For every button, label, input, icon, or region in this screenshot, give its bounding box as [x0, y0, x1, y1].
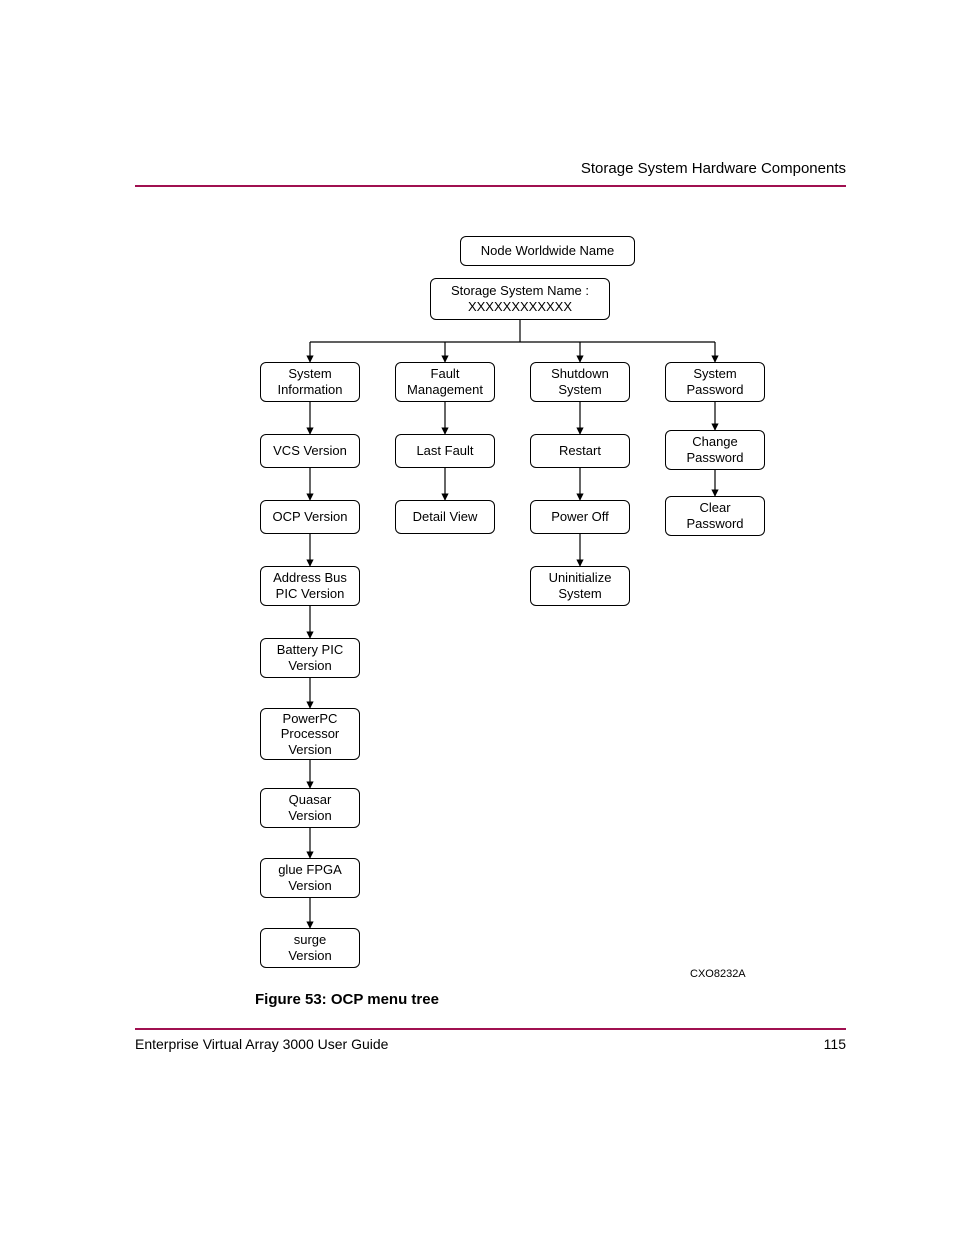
tree-node-detail: Detail View: [395, 500, 495, 534]
tree-node-fault: FaultManagement: [395, 362, 495, 402]
tree-node-surge: surgeVersion: [260, 928, 360, 968]
tree-node-restart: Restart: [530, 434, 630, 468]
tree-node-ppc: PowerPCProcessorVersion: [260, 708, 360, 760]
tree-node-clrpw: ClearPassword: [665, 496, 765, 536]
tree-node-ocp: OCP Version: [260, 500, 360, 534]
tree-node-battpic: Battery PICVersion: [260, 638, 360, 678]
tree-node-chgpw: ChangePassword: [665, 430, 765, 470]
section-title: Storage System Hardware Components: [135, 160, 846, 177]
tree-node-shutdown: ShutdownSystem: [530, 362, 630, 402]
tree-node-gluefpga: glue FPGAVersion: [260, 858, 360, 898]
footer-rule: [135, 1028, 846, 1030]
tree-node-sysinfo: SystemInformation: [260, 362, 360, 402]
tree-node-uninit: UninitializeSystem: [530, 566, 630, 606]
page-header: Storage System Hardware Components: [135, 160, 846, 187]
page-number: 115: [824, 1036, 846, 1052]
tree-node-vcs: VCS Version: [260, 434, 360, 468]
tree-node-wwn: Node Worldwide Name: [460, 236, 635, 266]
tree-node-ssname: Storage System Name :XXXXXXXXXXXX: [430, 278, 610, 320]
ocp-menu-tree-diagram: Node Worldwide Name Storage System Name :…: [250, 230, 810, 970]
page-footer: Enterprise Virtual Array 3000 User Guide…: [135, 1028, 846, 1052]
tree-node-quasar: QuasarVersion: [260, 788, 360, 828]
tree-node-lastfault: Last Fault: [395, 434, 495, 468]
figure-caption: Figure 53: OCP menu tree: [255, 991, 439, 1008]
header-rule: [135, 185, 846, 187]
tree-node-addrbus: Address BusPIC Version: [260, 566, 360, 606]
diagram-id-label: CXO8232A: [690, 968, 746, 980]
tree-node-poweroff: Power Off: [530, 500, 630, 534]
doc-title: Enterprise Virtual Array 3000 User Guide: [135, 1036, 388, 1052]
page: Storage System Hardware Components Node …: [0, 0, 954, 1235]
tree-node-syspw: SystemPassword: [665, 362, 765, 402]
